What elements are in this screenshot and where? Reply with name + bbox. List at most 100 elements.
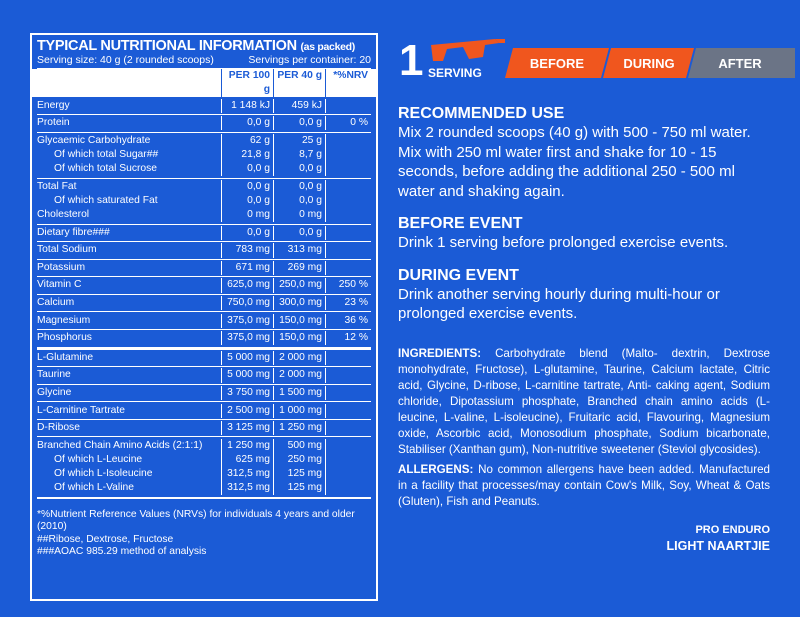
per-40g: 250 mg [273, 452, 325, 468]
section-heading: BEFORE EVENT [398, 215, 523, 232]
table-group: Magnesium 375,0 mg 150,0 mg 36 % [37, 312, 371, 330]
nrv: 36 % [325, 313, 371, 328]
nutrient-name: Of which total Sucrose [54, 163, 158, 175]
nrv [325, 147, 371, 163]
per-40g: 150,0 mg [273, 313, 325, 328]
per-40g: 0,0 g [273, 116, 325, 131]
nutrient-name: Magnesium [37, 314, 91, 326]
nrv [325, 403, 371, 418]
per-100g: 1 250 mg [221, 438, 273, 453]
footnote: *%Nutrient Reference Values (NRVs) for i… [37, 508, 355, 533]
per-100g: 625,0 mg [221, 278, 273, 293]
nutrient-name: Glycaemic Carbohydrate [37, 134, 151, 146]
per-100g: 21,8 g [221, 147, 273, 163]
table-row: Cholesterol 0 mg 0 mg [37, 208, 371, 223]
tab-after [688, 48, 795, 78]
header-cell: PER 100 g [221, 69, 273, 98]
nutrient-name: Of which L-Isoleucine [54, 468, 153, 480]
table-title: TYPICAL NUTRITIONAL INFORMATION [37, 38, 297, 54]
table-group: Dietary fibre### 0,0 g 0,0 g [37, 225, 371, 243]
per-40g: 0 mg [273, 208, 325, 223]
product-line: PRO ENDURO [695, 523, 770, 536]
section-heading: RECOMMENDED USE [398, 105, 565, 122]
nutrient-name: Protein [37, 117, 70, 129]
per-40g: 8,7 g [273, 147, 325, 163]
per-100g: 0,0 g [221, 116, 273, 131]
per-100g: 783 mg [221, 243, 273, 258]
nutrient-name: Vitamin C [37, 279, 82, 291]
table-row: Of which saturated Fat 0,0 g 0,0 g [37, 193, 371, 209]
table-row: L-Carnitine Tartrate 2 500 mg 1 000 mg [37, 403, 371, 418]
per-100g: 0,0 g [221, 193, 273, 209]
tab-label: AFTER [718, 56, 762, 71]
product: PRO ENDURO LIGHT NAARTJIE [398, 522, 770, 554]
table-group: Branched Chain Amino Acids (2:1:1) 1 250 … [37, 437, 371, 499]
per-100g: 0,0 g [221, 162, 273, 177]
nutrient-name: Calcium [37, 297, 75, 309]
tab-label: BEFORE [530, 56, 585, 71]
nutrient-name: Energy [37, 99, 70, 111]
table-row: Of which total Sugar## 21,8 g 8,7 g [37, 147, 371, 163]
nrv [325, 179, 371, 194]
serving-graphic: 1 SERVING BEFORE DURING AFTER [399, 36, 795, 85]
nrv [325, 438, 371, 453]
ingredients: INGREDIENTS: Carbohydrate blend (Malto- … [398, 346, 770, 458]
per-40g: 1 250 mg [273, 421, 325, 436]
table-row: Glycine 3 750 mg 1 500 mg [37, 385, 371, 401]
header-cell: PER 40 g [273, 69, 325, 98]
allergens: ALLERGENS: No common allergens have been… [398, 462, 770, 510]
per-40g: 250,0 mg [273, 278, 325, 293]
table-group: Energy 1 148 kJ 459 kJ [37, 97, 371, 115]
nrv [325, 452, 371, 468]
per-100g: 625 mg [221, 452, 273, 468]
instructions: RECOMMENDED USE Mix 2 rounded scoops (40… [398, 105, 770, 554]
nutrient-name: Of which total Sugar## [54, 148, 159, 160]
table-row: Of which L-Leucine 625 mg 250 mg [37, 452, 371, 468]
per-100g: 312,5 mg [221, 467, 273, 482]
nrv [325, 260, 371, 276]
table-row: Calcium 750,0 mg 300,0 mg 23 % [37, 296, 371, 311]
table-row: Glycaemic Carbohydrate 62 g 25 g [37, 133, 371, 148]
nutrient-name: Cholesterol [37, 209, 90, 221]
nrv [325, 481, 371, 496]
table-group: Phosphorus 375,0 mg 150,0 mg 12 % [37, 330, 371, 350]
nrv: 23 % [325, 296, 371, 311]
serving-line: Serving size: 40 g (2 rounded scoops) Se… [37, 54, 371, 69]
nrv [325, 208, 371, 223]
table-row: Energy 1 148 kJ 459 kJ [37, 98, 371, 113]
table-group: Taurine 5 000 mg 2 000 mg [37, 367, 371, 385]
per-40g: 0,0 g [273, 225, 325, 240]
per-40g: 500 mg [273, 438, 325, 453]
per-40g: 1 500 mg [273, 385, 325, 401]
per-100g: 0 mg [221, 208, 273, 223]
table-group: L-Carnitine Tartrate 2 500 mg 1 000 mg [37, 402, 371, 420]
nutrient-name: Glycine [37, 386, 72, 398]
table-group: L-Glutamine 5 000 mg 2 000 mg [37, 350, 371, 368]
nutrient-name: Of which L-Leucine [54, 453, 143, 465]
nrv [325, 243, 371, 258]
table-row: Dietary fibre### 0,0 g 0,0 g [37, 225, 371, 240]
table-row: L-Glutamine 5 000 mg 2 000 mg [37, 350, 371, 365]
per-100g: 62 g [221, 133, 273, 148]
table-row: Of which total Sucrose 0,0 g 0,0 g [37, 162, 371, 177]
per-40g: 0,0 g [273, 193, 325, 209]
allergens-label: ALLERGENS: [398, 462, 474, 476]
nutrient-name: Phosphorus [37, 332, 92, 344]
per-100g: 671 mg [221, 260, 273, 276]
per-40g: 125 mg [273, 467, 325, 482]
per-40g: 1 000 mg [273, 403, 325, 418]
per-40g: 0,0 g [273, 179, 325, 194]
per-40g: 269 mg [273, 260, 325, 276]
nrv: 250 % [325, 278, 371, 293]
footnotes: *%Nutrient Reference Values (NRVs) for i… [37, 509, 371, 559]
nrv [325, 193, 371, 209]
ingredients-label: INGREDIENTS: [398, 346, 482, 360]
table-group: Total Fat 0,0 g 0,0 g Of which saturated Fa… [37, 179, 371, 225]
nutrient-name: Dietary fibre### [37, 226, 110, 238]
per-40g: 313 mg [273, 243, 325, 258]
per-100g: 0,0 g [221, 179, 273, 194]
table-group: Vitamin C 625,0 mg 250,0 mg 250 % [37, 277, 371, 295]
